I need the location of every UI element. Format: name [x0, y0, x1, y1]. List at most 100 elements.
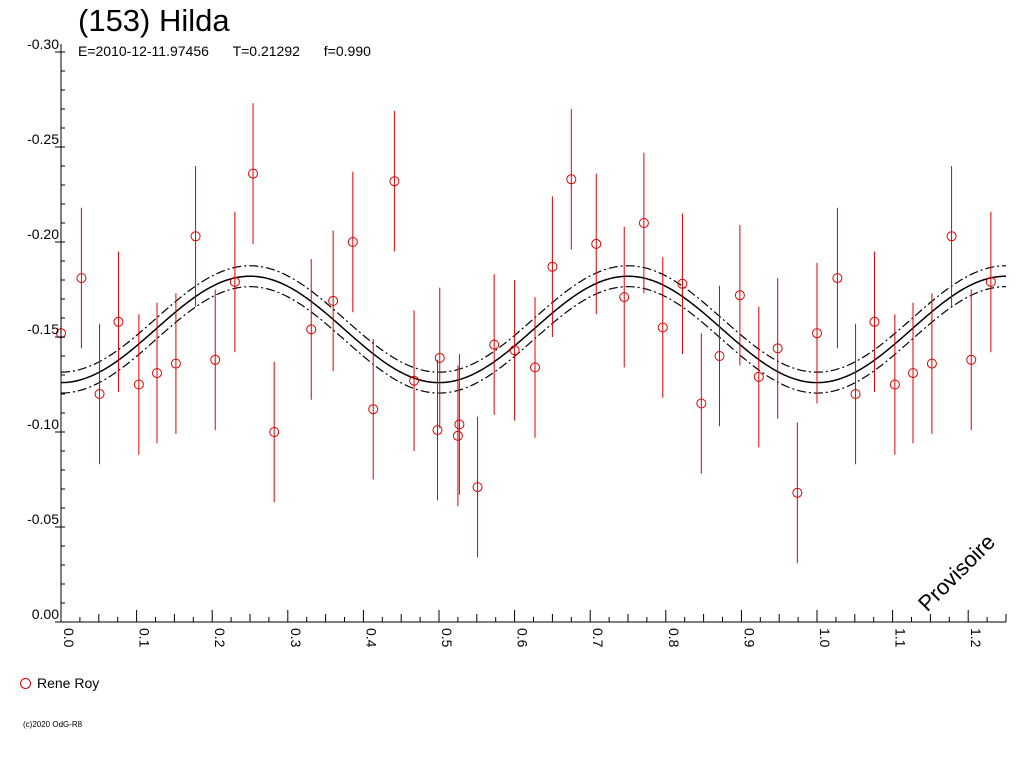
point-marker [566, 174, 577, 185]
data-point [454, 354, 465, 495]
data-point [229, 211, 240, 353]
x-tick-label: 0.6 [515, 628, 531, 648]
data-point [432, 359, 443, 501]
point-marker [547, 261, 558, 272]
point-marker [229, 276, 240, 287]
x-tick-label: 0.1 [137, 628, 153, 648]
data-point [306, 259, 317, 400]
point-marker [530, 362, 541, 373]
data-point [850, 323, 861, 465]
data-point [328, 230, 339, 372]
point-marker [434, 352, 445, 363]
data-point [152, 302, 163, 444]
point-marker [926, 358, 937, 369]
data-point [638, 152, 649, 294]
point-marker [509, 345, 520, 356]
point-marker [432, 425, 443, 436]
fit-curves [60, 265, 1007, 394]
x-tick-label: 1.0 [817, 628, 833, 648]
data-point [908, 302, 919, 444]
x-tick-label: 0.8 [666, 628, 682, 648]
point-marker [94, 389, 105, 399]
data-point [734, 224, 745, 366]
point-marker [677, 278, 688, 289]
data-point [190, 166, 201, 307]
x-tick-label: 0.3 [288, 628, 304, 648]
point-marker [210, 354, 221, 365]
data-points [56, 103, 996, 564]
point-marker [657, 322, 668, 333]
y-tick-label: 0.00 [32, 606, 59, 622]
fraction-label: f=0.990 [323, 43, 371, 59]
data-point [889, 314, 900, 455]
point-marker [966, 354, 977, 365]
point-marker [946, 231, 957, 242]
point-marker [812, 328, 822, 339]
data-point [677, 213, 688, 355]
point-marker [489, 339, 500, 350]
x-tick-label: 1.2 [968, 628, 984, 648]
data-point [472, 416, 483, 558]
data-point [812, 262, 822, 404]
data-point [170, 293, 181, 434]
data-point [113, 251, 124, 393]
legend: Rene Roy [20, 675, 99, 691]
y-tick-label: -0.30 [27, 36, 59, 52]
data-point [591, 173, 602, 315]
data-point [389, 110, 400, 252]
point-marker [347, 237, 358, 247]
x-tick-label: 0.7 [590, 628, 606, 648]
data-point [368, 338, 379, 480]
data-point [547, 196, 558, 337]
x-tick-label: 0.5 [439, 628, 455, 648]
point-marker [591, 238, 602, 249]
data-point [210, 289, 221, 431]
point-marker [772, 343, 783, 354]
point-marker [889, 379, 900, 390]
data-point [772, 278, 783, 419]
point-marker [714, 351, 725, 361]
x-tick-label: 0.9 [741, 628, 757, 648]
legend-label: Rene Roy [37, 675, 100, 691]
chart-subtitle: E=2010-12-11.97456 T=0.21292 f=0.990 [78, 43, 391, 59]
point-marker [832, 273, 843, 284]
data-point [619, 226, 630, 368]
point-marker [908, 368, 919, 379]
data-point [566, 109, 577, 250]
point-marker [76, 273, 87, 284]
chart-title: (153) Hilda [78, 3, 230, 38]
legend-marker-icon [20, 677, 31, 689]
point-marker [869, 316, 880, 327]
data-point [657, 257, 668, 398]
point-marker [696, 398, 707, 409]
point-marker [133, 379, 144, 390]
point-marker [734, 290, 745, 301]
point-marker [850, 389, 861, 399]
axes: -0.30 -0.25 -0.20 -0.15 -0.10 -0.05 0.000.0 0.1… [27, 36, 1007, 648]
x-tick-label: 1.1 [893, 628, 909, 648]
point-marker [454, 419, 465, 430]
point-marker [269, 427, 280, 437]
copyright: (c)2020 OdG-R8 [23, 720, 83, 729]
point-marker [328, 295, 339, 306]
point-marker [472, 482, 483, 493]
data-point [509, 280, 520, 421]
x-tick-label: 0.4 [363, 628, 379, 648]
point-marker [753, 371, 764, 382]
point-marker [170, 358, 181, 369]
data-point [248, 103, 259, 244]
data-point [76, 207, 87, 349]
fit-lower-bound [60, 286, 1007, 394]
data-point [269, 361, 280, 503]
fit-upper-bound [60, 265, 1007, 373]
point-marker [190, 231, 201, 242]
data-point [94, 323, 105, 465]
point-marker [985, 276, 996, 287]
data-point [946, 166, 957, 307]
x-tick-label: 0.0 [61, 628, 77, 648]
y-tick-label: -0.05 [27, 511, 59, 527]
data-point [832, 207, 843, 349]
data-point [409, 310, 420, 451]
point-marker [619, 292, 630, 303]
epoch-label: E=2010-12-11.97456 [78, 43, 209, 59]
